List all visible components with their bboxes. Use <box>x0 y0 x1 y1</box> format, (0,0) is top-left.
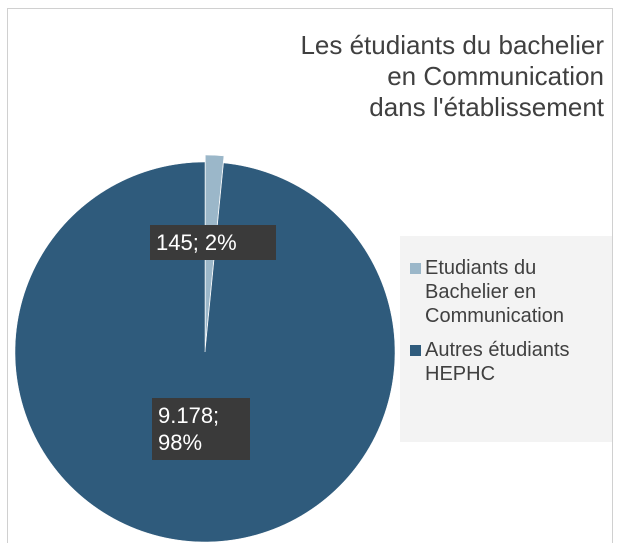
legend-entry: Autres étudiants HEPHC <box>410 338 604 386</box>
data-label: 9.178; 98% <box>152 398 250 460</box>
legend-label: Etudiants du Bachelier en Communication <box>425 257 564 327</box>
pie-slice <box>14 161 396 543</box>
legend-label: Autres étudiants HEPHC <box>425 339 570 385</box>
frame <box>7 8 613 543</box>
legend-swatch <box>410 345 421 356</box>
legend-swatch <box>410 263 421 274</box>
title-line: en Communication <box>387 61 604 91</box>
chart-title: Les étudiants du bachelier en Communicati… <box>300 30 604 123</box>
data-label: 145; 2% <box>150 225 276 260</box>
legend: Etudiants du Bachelier en Communication A… <box>400 236 612 442</box>
title-line: Les étudiants du bachelier <box>300 30 604 60</box>
title-line: dans l'établissement <box>369 92 604 122</box>
legend-entry: Etudiants du Bachelier en Communication <box>410 256 604 328</box>
